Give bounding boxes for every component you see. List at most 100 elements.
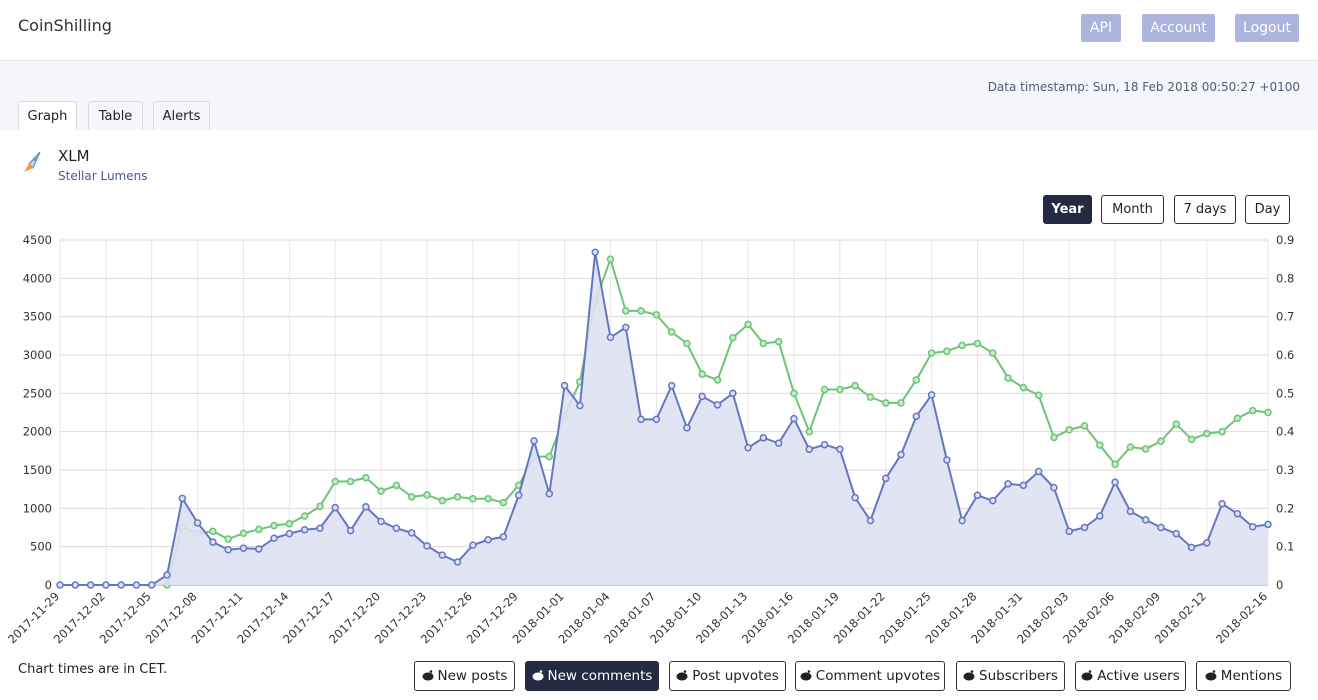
point: [912, 412, 921, 421]
point: [759, 434, 768, 442]
point: [423, 542, 431, 550]
range-button[interactable]: Day: [1245, 195, 1290, 224]
point: [239, 529, 248, 537]
point: [469, 541, 477, 549]
point: [224, 545, 232, 554]
point: [973, 491, 982, 500]
point: [637, 307, 645, 315]
metric-label[interactable]: Subscribers: [979, 668, 1058, 684]
subheader: [0, 61, 1318, 130]
range-button[interactable]: Year: [1043, 195, 1092, 224]
brand[interactable]: CoinShilling: [18, 16, 112, 35]
y2-tick-label: 0.2: [1276, 501, 1294, 515]
metric-button[interactable]: Subscribers: [956, 661, 1065, 691]
point: [1126, 507, 1135, 516]
point: [1187, 435, 1196, 444]
metric-label[interactable]: New posts: [437, 668, 508, 684]
tab[interactable]: Alerts: [153, 101, 210, 130]
range-button[interactable]: Month: [1101, 195, 1164, 224]
metric-button[interactable]: New posts: [414, 661, 515, 691]
point: [698, 370, 706, 378]
y2-tick-label: 0.9: [1276, 233, 1294, 247]
point: [912, 376, 921, 384]
point: [1218, 499, 1226, 508]
coin-icon: [24, 151, 41, 172]
point: [606, 255, 615, 263]
point: [346, 526, 355, 535]
point: [1050, 433, 1058, 442]
range-button[interactable]: 7 days: [1174, 195, 1236, 224]
y-tick-label: 2000: [23, 425, 52, 439]
point: [1034, 467, 1043, 476]
metric-label[interactable]: Comment upvotes: [815, 668, 941, 684]
point: [117, 581, 125, 589]
point: [622, 323, 630, 332]
metric-button[interactable]: Post upvotes: [669, 661, 786, 691]
point: [790, 414, 798, 423]
metric-button[interactable]: New comments: [525, 661, 659, 691]
y2-tick-label: 0.7: [1276, 310, 1294, 324]
nav-button[interactable]: Logout: [1235, 14, 1299, 42]
metric-button[interactable]: Active users: [1075, 661, 1186, 691]
point: [285, 519, 294, 528]
point: [132, 581, 141, 589]
point: [851, 493, 859, 502]
point: [209, 527, 217, 536]
point: [377, 517, 385, 526]
point: [805, 427, 814, 436]
metric-icon: [532, 670, 544, 681]
point: [453, 558, 462, 566]
point: [255, 525, 263, 534]
metric-icon: [676, 670, 688, 681]
point: [927, 349, 936, 357]
point: [881, 399, 890, 407]
point: [591, 248, 599, 257]
point: [1019, 481, 1028, 490]
point: [1065, 426, 1073, 434]
point: [362, 473, 370, 482]
y-tick-label: 3000: [23, 348, 52, 362]
point: [897, 399, 905, 407]
point: [713, 376, 722, 384]
point: [958, 516, 966, 525]
point: [331, 477, 339, 486]
metric-button[interactable]: Comment upvotes: [795, 661, 945, 691]
y2-tick-label: 0.6: [1276, 348, 1294, 362]
nav-button[interactable]: API: [1081, 14, 1121, 42]
timestamp: Data timestamp: Sun, 18 Feb 2018 00:50:2…: [987, 80, 1300, 94]
y-tick-label: 2500: [23, 386, 52, 400]
y2-tick-label: 0: [1276, 578, 1283, 592]
point: [1264, 408, 1272, 417]
point: [270, 521, 278, 530]
point: [820, 385, 829, 394]
point: [744, 320, 752, 329]
point: [759, 339, 768, 348]
y2-tick-label: 0.8: [1276, 271, 1294, 285]
metric-label[interactable]: Active users: [1097, 668, 1180, 684]
metric-label[interactable]: Post upvotes: [692, 668, 779, 684]
area: [60, 252, 1268, 585]
point: [1019, 383, 1028, 392]
coin-name[interactable]: Stellar Lumens: [58, 169, 148, 183]
point: [1034, 391, 1043, 399]
point: [499, 498, 508, 507]
y-tick-label: 1500: [23, 463, 52, 477]
point: [1233, 509, 1242, 518]
point: [1264, 520, 1272, 529]
point: [1004, 480, 1012, 488]
point: [958, 341, 966, 350]
point: [1111, 460, 1119, 468]
nav-button[interactable]: Account: [1142, 14, 1215, 42]
point: [820, 440, 829, 449]
tab[interactable]: Table: [88, 101, 143, 130]
metric-button[interactable]: Mentions: [1196, 661, 1291, 691]
point: [499, 532, 508, 541]
metric-label[interactable]: New comments: [547, 668, 653, 684]
tab[interactable]: Graph: [18, 101, 77, 130]
metric-label[interactable]: Mentions: [1220, 668, 1283, 684]
point: [163, 571, 171, 579]
point: [71, 581, 80, 589]
point: [652, 415, 661, 424]
point: [102, 581, 110, 589]
x-tick-label: 2018-02-16: [1213, 589, 1270, 646]
